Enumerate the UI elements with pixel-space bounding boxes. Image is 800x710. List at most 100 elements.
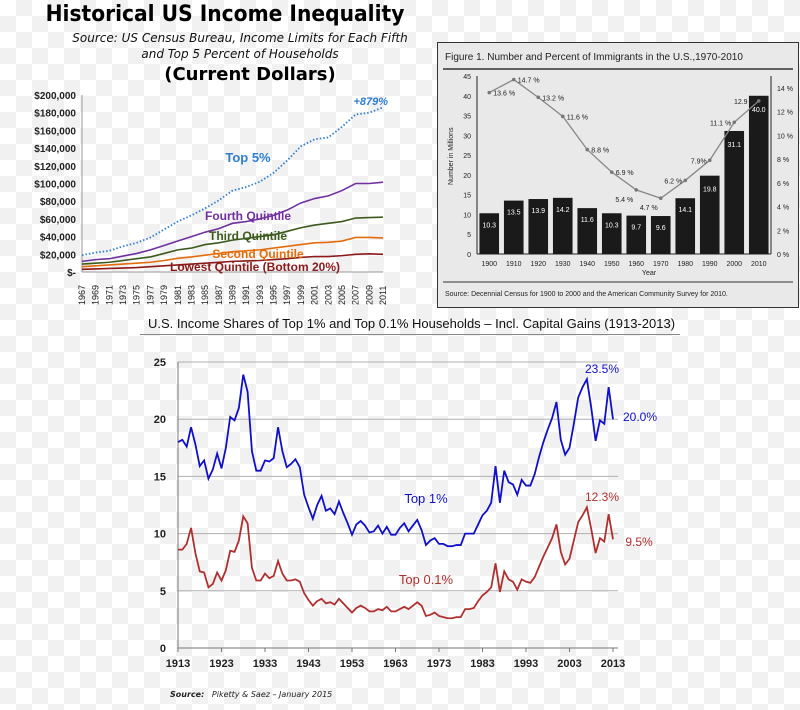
y-tick-label: 45 bbox=[463, 74, 471, 81]
y2-tick-label: 12 % bbox=[777, 110, 793, 117]
y-tick-label: 15 bbox=[154, 471, 166, 483]
x-tick-label: 1989 bbox=[228, 285, 238, 305]
series-line-2 bbox=[81, 216, 384, 265]
y2-tick-label: 2 % bbox=[777, 228, 789, 235]
bar bbox=[552, 197, 573, 254]
bar-value-label: 9.7 bbox=[631, 225, 641, 232]
x-tick-label: 1971 bbox=[104, 285, 114, 305]
x-tick-label: 1973 bbox=[118, 285, 128, 305]
x-tick-label: 1923 bbox=[209, 658, 233, 670]
y-tick-label: $80,000 bbox=[40, 197, 77, 208]
y-tick-label: $40,000 bbox=[40, 233, 77, 244]
y-tick-label: 10 bbox=[463, 212, 471, 219]
x-tick-label: 1990 bbox=[702, 261, 718, 268]
x-tick-label: 1997 bbox=[282, 285, 292, 305]
x-tick-label: 2007 bbox=[351, 285, 361, 305]
x-tick-label: 2003 bbox=[557, 658, 581, 670]
bar bbox=[528, 199, 549, 254]
chart1-subtitle: (Current Dollars) bbox=[164, 64, 336, 85]
bar-value-label: 9.6 bbox=[656, 225, 666, 232]
x-tick-label: 1979 bbox=[159, 285, 169, 305]
bar-value-label: 13.9 bbox=[531, 208, 545, 215]
bar bbox=[724, 130, 745, 254]
series-line-1 bbox=[178, 504, 614, 620]
y2-tick-label: 4 % bbox=[777, 205, 789, 212]
bar-value-label: 13.5 bbox=[507, 210, 521, 217]
x-tick-label: 1963 bbox=[383, 658, 407, 670]
x-tick-label: 1900 bbox=[481, 261, 497, 268]
chart3-source-text: Piketty & Saez – January 2015 bbox=[211, 690, 333, 699]
x-axis-label: Year bbox=[642, 270, 657, 277]
percent-label: 11.6 % bbox=[567, 114, 588, 121]
y-tick-label: 25 bbox=[463, 153, 471, 160]
chart2-immigrants: Figure 1. Number and Percent of Immigran… bbox=[443, 52, 793, 298]
bar-value-label: 14.2 bbox=[556, 207, 570, 214]
bar-value-label: 31.1 bbox=[727, 142, 741, 149]
series-line-4 bbox=[81, 253, 384, 271]
y-tick-label: $60,000 bbox=[40, 215, 77, 226]
bar bbox=[626, 215, 647, 254]
y-tick-label: 5 bbox=[160, 586, 166, 598]
series-label-1: Fourth Quintile bbox=[205, 209, 291, 223]
x-tick-label: 2009 bbox=[364, 285, 374, 305]
x-tick-label: 1910 bbox=[506, 261, 522, 268]
x-tick-label: 1999 bbox=[296, 285, 306, 305]
percent-point bbox=[585, 147, 590, 152]
percent-point bbox=[634, 188, 639, 192]
bar-value-label: 14.1 bbox=[678, 207, 692, 214]
x-tick-label: 1983 bbox=[186, 285, 196, 305]
series-line-1 bbox=[81, 181, 384, 263]
y-tick-label: 25 bbox=[154, 357, 166, 369]
percent-label: 13.6 % bbox=[493, 91, 515, 98]
x-tick-label: 1980 bbox=[677, 261, 693, 268]
y-tick-label: 0 bbox=[467, 252, 471, 259]
percent-point bbox=[707, 158, 712, 163]
x-tick-label: 1970 bbox=[653, 261, 669, 268]
percent-label: 14.7 % bbox=[518, 78, 540, 85]
bar-value-label: 10.3 bbox=[605, 222, 619, 229]
y2-tick-label: 10 % bbox=[777, 133, 793, 140]
chart1-title: Historical US Income Inequality bbox=[45, 2, 405, 27]
chart1-source: Source: US Census Bureau, Income Limits … bbox=[72, 31, 408, 61]
chart3-title: U.S. Income Shares of Top 1% and Top 0.1… bbox=[148, 316, 676, 331]
x-tick-label: 2013 bbox=[601, 658, 625, 670]
x-tick-label: 1950 bbox=[604, 261, 620, 268]
y-tick-label: $140,000 bbox=[34, 144, 76, 155]
y-tick-label: $160,000 bbox=[34, 126, 76, 137]
bar bbox=[675, 198, 696, 254]
percent-label: 4.7 % bbox=[640, 205, 658, 212]
x-tick-label: 2005 bbox=[337, 285, 347, 305]
y2-tick-label: 14 % bbox=[777, 86, 793, 93]
y-tick-label: 35 bbox=[463, 114, 471, 121]
chart2-source: Source: Decennial Census for 1900 to 200… bbox=[445, 291, 728, 298]
y-tick-label: 20 bbox=[463, 173, 471, 180]
x-tick-label: 1967 bbox=[77, 285, 87, 305]
x-tick-label: 1995 bbox=[269, 285, 279, 305]
x-tick-label: 1953 bbox=[340, 658, 364, 670]
x-tick-label: 1975 bbox=[132, 285, 142, 305]
x-tick-label: 2001 bbox=[310, 285, 320, 305]
bar-value-label: 19.8 bbox=[703, 187, 717, 194]
x-tick-label: 1985 bbox=[200, 285, 210, 305]
percent-line bbox=[488, 78, 760, 199]
y2-tick-label: 8 % bbox=[777, 157, 789, 164]
y-tick-label: 5 bbox=[467, 232, 471, 239]
x-tick-label: 1933 bbox=[253, 658, 277, 670]
y-axis-label: Number in Millions bbox=[448, 127, 455, 185]
y-tick-label: $180,000 bbox=[34, 109, 76, 120]
percent-point bbox=[487, 90, 492, 95]
x-tick-label: 1943 bbox=[296, 658, 320, 670]
percent-point bbox=[683, 178, 688, 183]
x-tick-label: 1960 bbox=[628, 261, 644, 268]
y-tick-label: $- bbox=[67, 268, 76, 279]
end-label-top1: 20.0% bbox=[623, 410, 657, 424]
x-tick-label: 1969 bbox=[91, 285, 101, 305]
x-tick-label: 1983 bbox=[470, 658, 494, 670]
y2-tick-label: 6 % bbox=[777, 181, 789, 188]
x-tick-label: 1930 bbox=[555, 261, 571, 268]
percent-point bbox=[536, 95, 541, 100]
x-tick-label: 1973 bbox=[427, 658, 451, 670]
y-tick-label: 15 bbox=[463, 193, 471, 200]
y-tick-label: $200,000 bbox=[34, 91, 76, 102]
percent-label: 8.8 % bbox=[591, 148, 609, 155]
